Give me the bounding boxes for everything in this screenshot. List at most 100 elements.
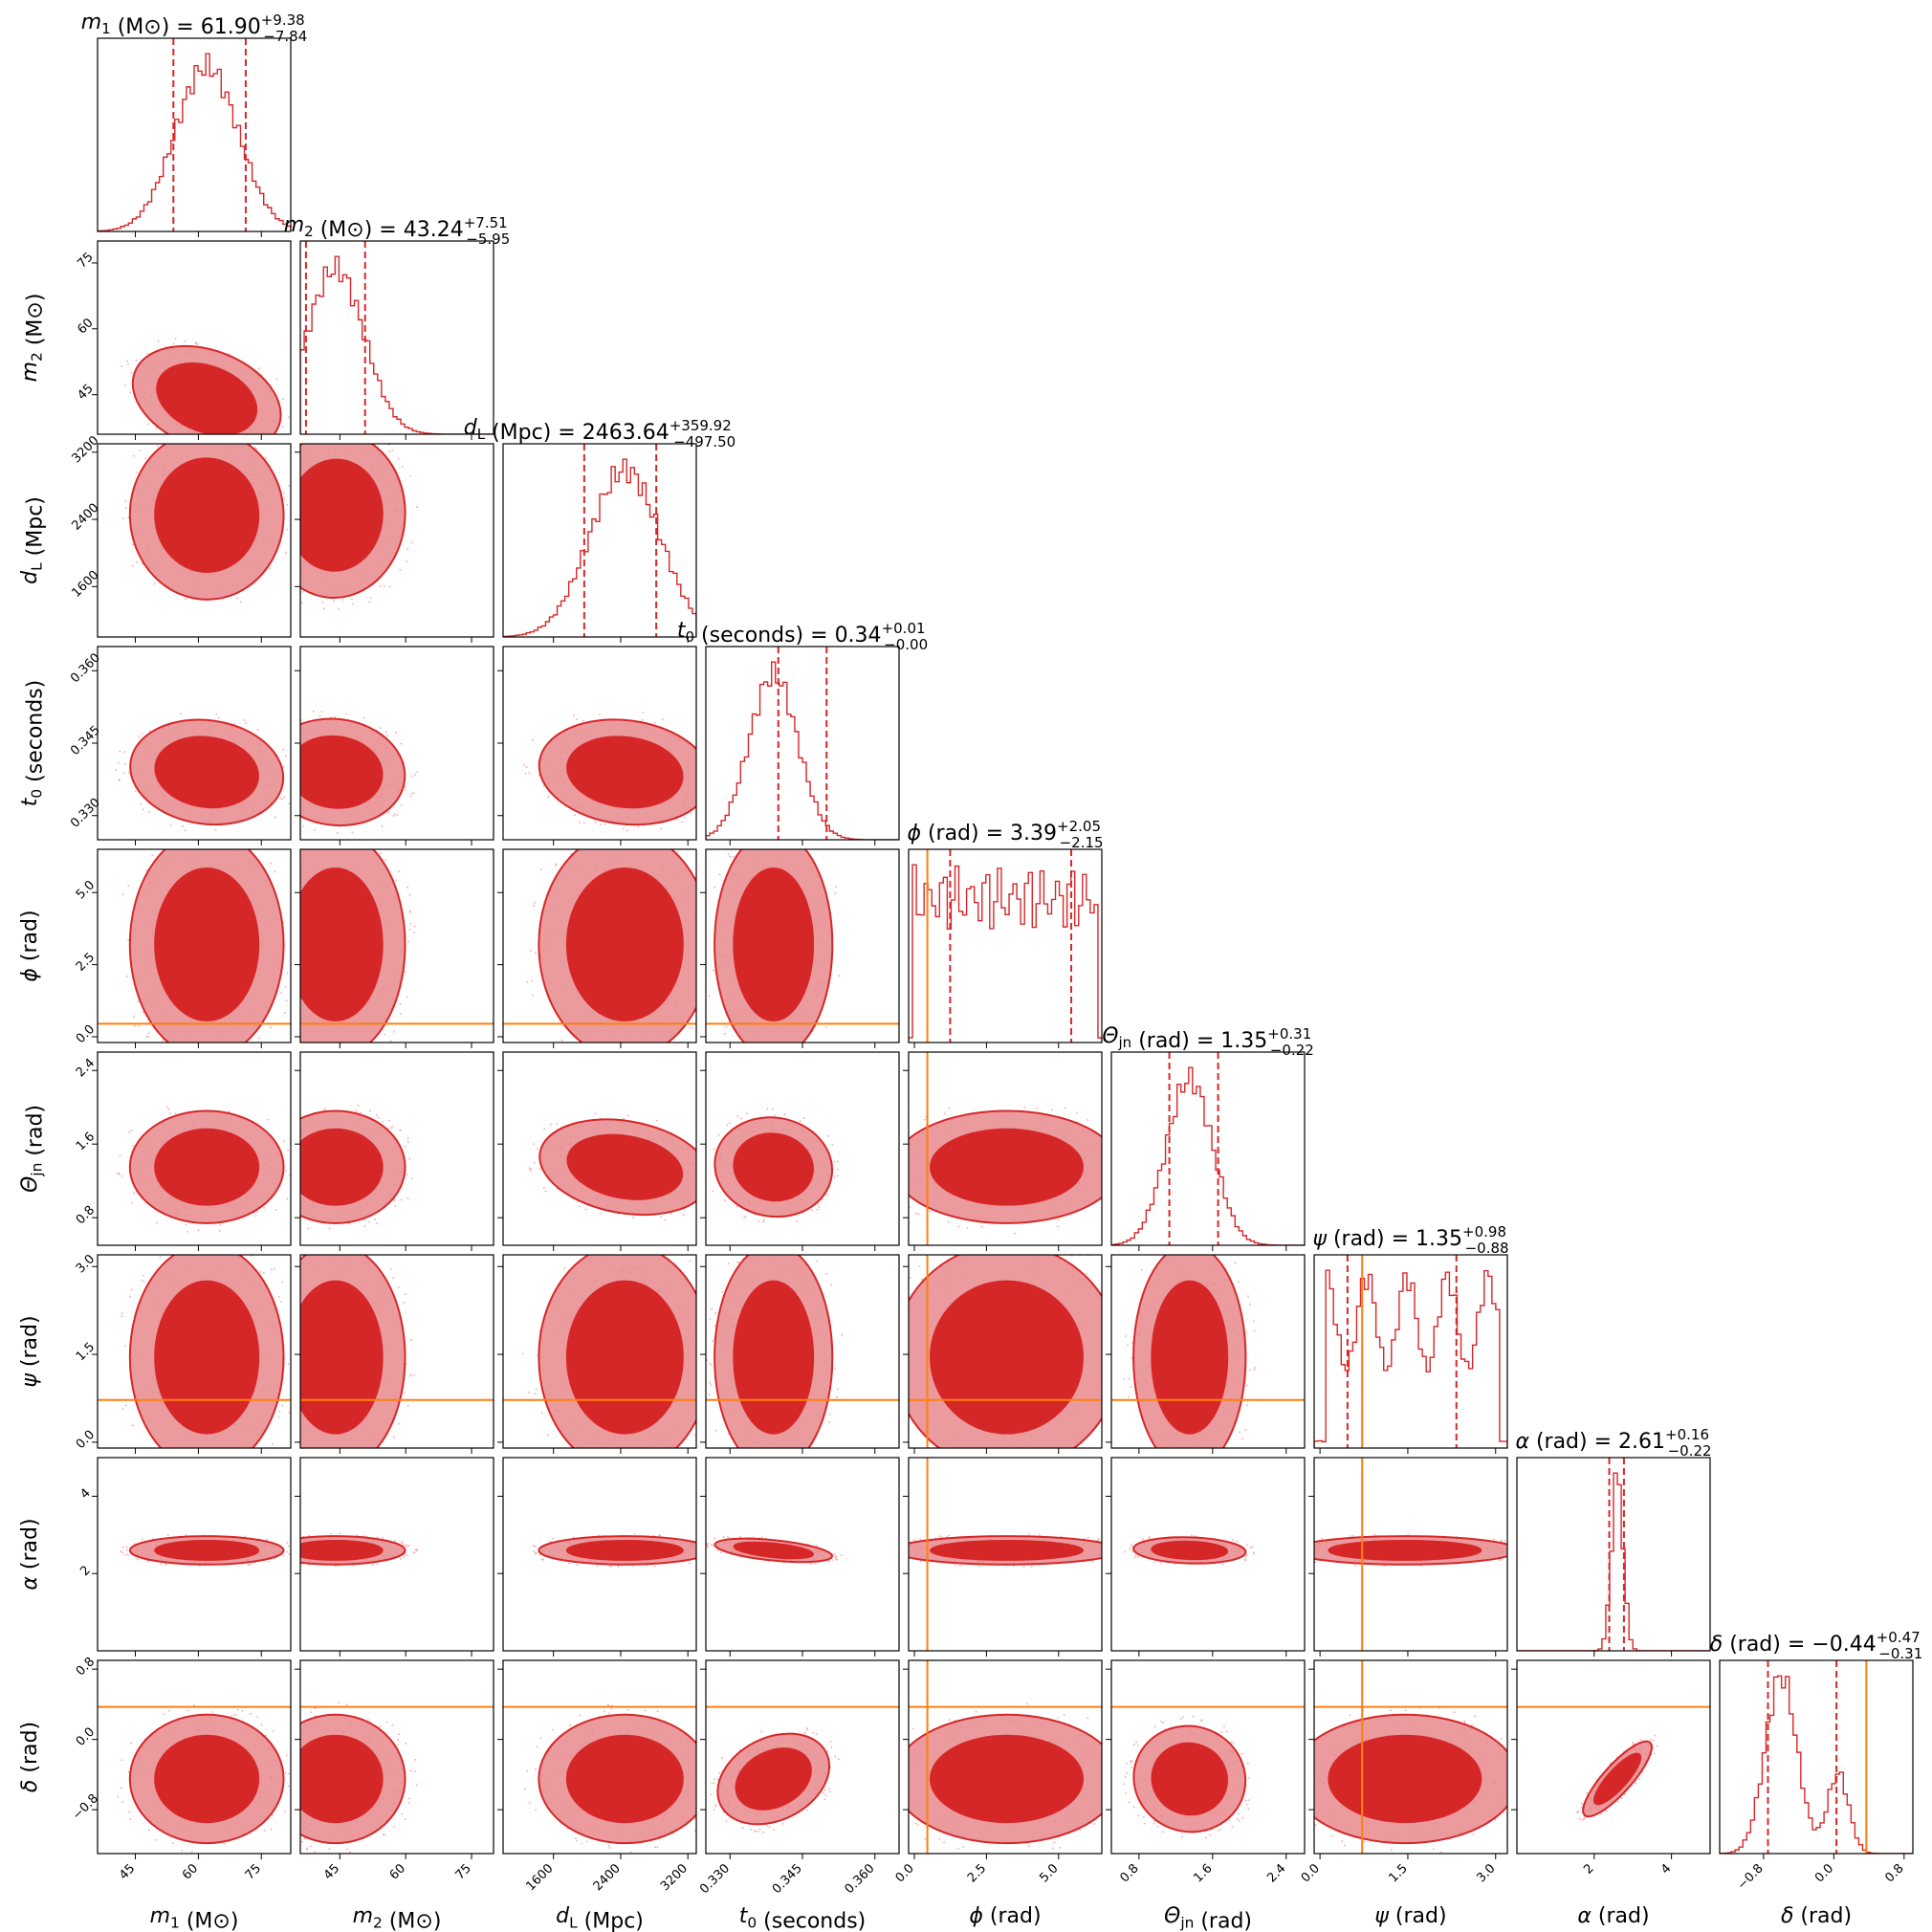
sample-point [212,1053,214,1055]
sample-point [540,1412,543,1414]
sample-point [528,1391,531,1394]
sample-point [254,447,257,450]
sample-point [834,1367,837,1370]
sample-point [704,1302,706,1304]
sample-point [168,1710,170,1712]
sample-point [727,1536,729,1539]
sample-point [1049,1478,1051,1480]
sample-point [303,845,305,847]
sample-point [800,1045,801,1047]
sample-point [886,1556,888,1558]
sample-point [657,1468,659,1470]
sample-point [1140,1268,1143,1271]
sample-point [1106,1171,1108,1173]
sample-point [940,1536,943,1539]
sample-point [274,1557,276,1560]
sample-point [556,863,558,866]
sample-point [914,1212,917,1215]
sample-point [533,1162,536,1164]
sample-point [1131,1341,1133,1344]
sample-point [121,1787,122,1789]
y-tick-label: 45 [75,382,96,403]
panel-delta-m1: 45 60 75−0.80.00.8m1 (M⊙)δ (rad) [18,1655,292,1932]
sample-point [836,1396,838,1398]
sample-point [732,856,735,858]
sample-point [326,1077,328,1079]
sample-point [396,814,399,817]
sample-point [210,1475,212,1477]
sample-point [536,1148,538,1151]
sample-point [281,1322,283,1324]
sample-point [831,1559,834,1562]
panel-content [116,1106,291,1233]
sample-point [895,1363,897,1365]
y-tick-label: 5.0 [74,878,98,902]
sample-point [402,466,404,468]
sample-point [1134,1554,1137,1557]
sample-point [295,1250,296,1252]
sample-point [406,1141,409,1144]
sample-point [723,1032,726,1035]
sample-point [356,1071,358,1073]
histogram-phi [909,864,1102,1043]
sample-point [288,484,291,487]
sample-point [1174,1563,1176,1566]
sample-point [211,1711,214,1713]
sample-point [834,892,837,894]
panel-content [115,713,291,832]
sample-point [219,1224,222,1226]
sample-point [172,1479,174,1481]
sample-point [768,838,770,840]
sample-point [1068,1454,1070,1456]
sample-point [283,796,286,799]
sample-point [533,905,536,907]
sample-point [1307,1539,1309,1541]
sample-point [831,1144,834,1146]
sample-point [540,1558,543,1561]
sample-point [121,1759,123,1762]
sample-point [1520,1550,1522,1552]
sample-point [760,1248,762,1250]
sample-point [294,1544,296,1546]
sample-point [169,1112,172,1114]
sample-point [217,716,220,719]
panel-psi-t0 [700,1240,900,1454]
sample-point [410,541,413,544]
sample-point [805,1452,807,1454]
sample-point [1493,1538,1496,1541]
sample-point [185,598,187,601]
sample-point [1087,1536,1089,1539]
sample-point [1244,1559,1247,1562]
sample-point [701,1379,703,1381]
sample-point [406,1554,408,1557]
sample-point [728,1122,731,1125]
sample-point [406,560,407,563]
contour-inner [300,1128,384,1206]
sample-point [409,922,412,925]
panel-alpha-phi [886,1457,1129,1657]
sample-point [247,1564,250,1567]
sample-point [1523,1555,1525,1557]
sample-point [833,1176,836,1178]
sample-point [714,886,716,889]
sample-point [727,853,730,855]
sample-point [1191,1534,1193,1537]
sample-point [795,1220,798,1222]
sample-point [319,1242,321,1244]
sample-point [1211,1481,1213,1482]
sample-point [642,712,645,714]
sample-point [281,1281,284,1284]
sample-point [291,943,293,945]
sample-point [1289,1545,1291,1547]
sample-point [131,1201,134,1204]
panel-content [503,849,713,1043]
sample-point [754,1240,756,1241]
panel-content [706,1108,840,1223]
sample-point [1137,1556,1140,1558]
sample-point [549,1540,552,1543]
sample-point [707,953,709,955]
sample-point [711,958,713,960]
sample-point [955,1565,956,1567]
panel-theta-t0 [700,1051,900,1251]
sample-point [1127,1555,1129,1557]
